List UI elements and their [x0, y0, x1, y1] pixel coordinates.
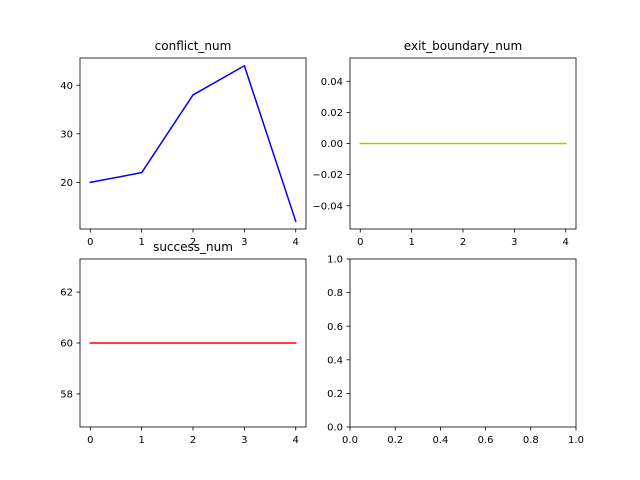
- subplot-title-0: conflict_num: [155, 39, 232, 53]
- y-tick-label-3-1: 0.2: [327, 389, 343, 400]
- x-tick-label-3-1: 0.2: [387, 435, 403, 446]
- subplot-title-1: exit_boundary_num: [404, 39, 522, 53]
- y-tick-label-2-1: 60: [60, 339, 73, 350]
- y-tick-label-3-5: 1.0: [327, 255, 343, 266]
- x-tick-label-0-3: 3: [241, 237, 247, 248]
- axes-frame-3: [349, 258, 577, 428]
- x-tick-label-3-0: 0.0: [342, 435, 358, 446]
- y-tick-label-3-0: 0.0: [327, 423, 343, 434]
- y-tick-label-0-2: 40: [60, 81, 73, 92]
- x-tick-label-3-2: 0.4: [432, 435, 448, 446]
- x-tick-label-1-0: 0: [357, 237, 363, 248]
- y-tick-label-1-2: 0.00: [321, 139, 343, 150]
- y-tick-label-1-1: −0.02: [312, 170, 343, 181]
- x-tick-label-0-0: 0: [87, 237, 93, 248]
- x-tick-label-0-4: 4: [293, 237, 299, 248]
- y-tick-label-3-4: 0.8: [327, 288, 343, 299]
- x-tick-label-1-2: 2: [460, 237, 466, 248]
- y-tick-label-3-2: 0.4: [327, 355, 343, 366]
- x-tick-label-3-3: 0.6: [478, 435, 494, 446]
- x-tick-label-0-1: 1: [138, 237, 144, 248]
- x-tick-label-1-4: 4: [563, 237, 569, 248]
- y-tick-label-2-2: 62: [60, 288, 73, 299]
- x-tick-label-2-1: 1: [138, 435, 144, 446]
- x-tick-label-0-2: 2: [190, 237, 196, 248]
- y-tick-label-0-1: 30: [60, 129, 73, 140]
- series-line-0-0: [89, 65, 297, 223]
- y-tick-label-1-0: −0.04: [312, 201, 343, 212]
- subplot-title-2: success_num: [153, 240, 233, 254]
- y-tick-label-0-0: 20: [60, 178, 73, 189]
- x-tick-label-3-4: 0.8: [523, 435, 539, 446]
- x-tick-label-2-0: 0: [87, 435, 93, 446]
- x-tick-label-2-3: 3: [241, 435, 247, 446]
- x-tick-label-2-4: 4: [293, 435, 299, 446]
- y-tick-label-2-0: 58: [60, 390, 73, 401]
- x-tick-label-1-3: 3: [511, 237, 517, 248]
- subplot-1: 0 1 2 3 4 −0.04 −0.02 0.00 0.02 0.04 exit_boundary…: [312, 39, 577, 248]
- x-tick-label-3-5: 1.0: [568, 435, 584, 446]
- subplot-0: 0 1 2 3 4 20 30 40 conflict_num: [60, 39, 307, 248]
- y-tick-label-3-3: 0.6: [327, 322, 343, 333]
- x-tick-label-1-1: 1: [408, 237, 414, 248]
- subplot-2: 0 1 2 3 4 58 60 62 success_num: [60, 240, 307, 446]
- y-tick-label-1-3: 0.02: [321, 108, 343, 119]
- y-tick-label-1-4: 0.04: [321, 77, 343, 88]
- x-tick-label-2-2: 2: [190, 435, 196, 446]
- subplot-3: 0.0 0.2 0.4 0.6 0.8 1.0 0.0 0.2 0.4 0.6 0.8 1.0: [327, 255, 584, 446]
